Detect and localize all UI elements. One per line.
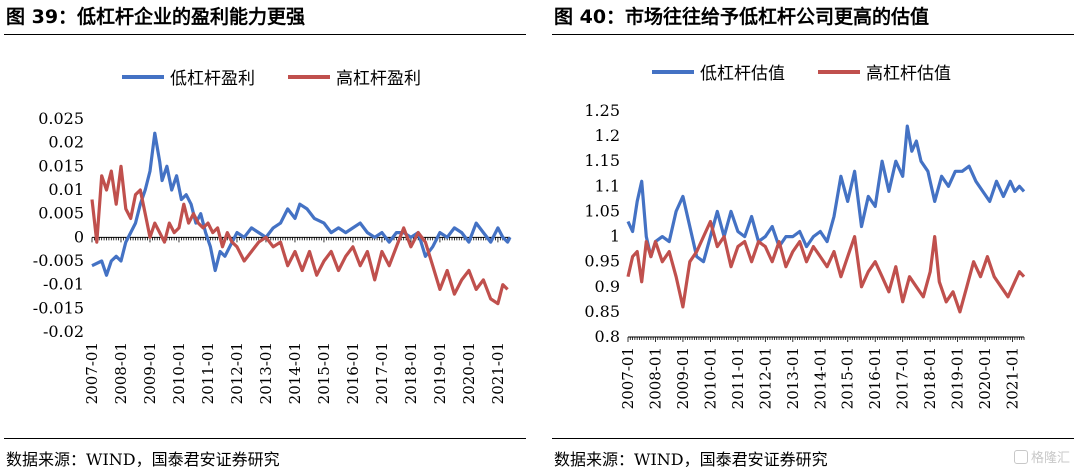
valuation-ytick-label: 0.8 — [595, 327, 620, 346]
profit-xtick-label: 2010-01 — [170, 342, 188, 404]
valuation-xtick-label: 2018-01 — [921, 347, 939, 409]
figure-40-title: 图 40：市场往往给予低杠杆公司更高的估值 — [554, 6, 930, 28]
profit-xtick-label: 2021-01 — [489, 342, 507, 404]
chart-valuation: 1.25 1.2 1.15 1.1 1.05 1 0.95 0.9 0.85 0.82007-01… — [584, 64, 1026, 409]
figure-40-header: 图 40：市场往往给予低杠杆公司更高的估值 — [552, 0, 1074, 35]
valuation-xtick-label: 2021-01 — [1004, 347, 1022, 409]
watermark: 格隆汇 — [1013, 447, 1070, 466]
valuation-xtick-label: 2011-01 — [729, 347, 747, 409]
profit-xtick-label: 2011-01 — [199, 342, 217, 404]
profit-xtick-label: 2017-01 — [373, 342, 391, 404]
valuation-ytick-label: 0.9 — [595, 277, 620, 296]
profit-xtick-label: 2008-01 — [112, 342, 130, 404]
valuation-xtick-label: 2012-01 — [756, 347, 774, 409]
watermark-logo-icon — [1013, 449, 1028, 464]
watermark-text: 格隆汇 — [1030, 451, 1070, 466]
valuation-series-low-leverage-line — [626, 124, 1026, 264]
chart-profitability: 0.025 0.02 0.015 0.01 0.005 0 -0.005 -0.01 -0.01… — [33, 69, 512, 404]
profit-legend-label: 低杠杆盈利 — [170, 69, 255, 89]
valuation-ytick-label: 1.05 — [584, 201, 620, 220]
valuation-ytick-label: 1 — [610, 227, 620, 246]
valuation-xtick-label: 2016-01 — [866, 347, 884, 409]
profit-xtick-label: 2019-01 — [431, 342, 449, 404]
profit-ytick-label: 0.01 — [48, 180, 84, 199]
profit-xtick-label: 2009-01 — [141, 342, 159, 404]
valuation-ytick-label: 1.1 — [595, 176, 620, 195]
profit-xtick-label: 2012-01 — [228, 342, 246, 404]
profit-ytick-label: -0.01 — [43, 275, 84, 294]
profit-ytick-label: 0.02 — [48, 133, 84, 152]
profit-xtick-label: 2014-01 — [286, 342, 304, 404]
valuation-xtick-label: 2015-01 — [839, 347, 857, 409]
valuation-ytick-label: 0.95 — [584, 252, 620, 271]
profit-xtick-label: 2018-01 — [402, 342, 420, 404]
profit-series-high-leverage-line — [90, 164, 509, 306]
figure-40-source: 数据来源：WIND，国泰君安证券研究 — [554, 450, 828, 469]
profit-ytick-label: 0.015 — [38, 156, 84, 175]
valuation-series-high-leverage-line — [626, 219, 1026, 314]
valuation-xtick-label: 2020-01 — [976, 347, 994, 409]
profit-xtick-label: 2016-01 — [344, 342, 362, 404]
valuation-legend-label: 低杠杆估值 — [700, 64, 785, 84]
valuation-xtick-label: 2014-01 — [811, 347, 829, 409]
profit-ytick-label: 0.025 — [38, 109, 84, 128]
valuation-xtick-label: 2010-01 — [701, 347, 719, 409]
figure-39-title: 图 39：低杠杆企业的盈利能力更强 — [6, 6, 306, 28]
profit-ytick-label: -0.015 — [33, 298, 84, 317]
profit-ytick-label: -0.02 — [43, 322, 84, 341]
valuation-xtick-label: 2008-01 — [646, 347, 664, 409]
valuation-xtick-label: 2007-01 — [619, 347, 637, 409]
profit-legend-label: 高杠杆盈利 — [336, 69, 421, 89]
valuation-xtick-label: 2013-01 — [784, 347, 802, 409]
valuation-xtick-label: 2019-01 — [949, 347, 967, 409]
profit-xtick-label: 2015-01 — [315, 342, 333, 404]
valuation-ytick-label: 0.85 — [584, 302, 620, 321]
profit-xtick-label: 2020-01 — [460, 342, 478, 404]
valuation-xtick-label: 2017-01 — [894, 347, 912, 409]
figure-39-footer: 数据来源：WIND，国泰君安证券研究 — [4, 438, 526, 473]
profit-xtick-label: 2013-01 — [257, 342, 275, 404]
profit-ytick-label: -0.005 — [33, 251, 84, 270]
profit-series-low-leverage-line — [91, 131, 512, 277]
profit-ytick-label: 0.005 — [38, 204, 84, 223]
valuation-ytick-label: 1.2 — [595, 126, 620, 145]
figure-40-footer: 数据来源：WIND，国泰君安证券研究 — [552, 438, 1074, 473]
valuation-legend-label: 高杠杆估值 — [866, 64, 951, 84]
figure-39-source: 数据来源：WIND，国泰君安证券研究 — [6, 450, 280, 469]
valuation-ytick-label: 1.15 — [584, 151, 620, 170]
valuation-xtick-label: 2009-01 — [674, 347, 692, 409]
profit-ytick-label: 0 — [74, 227, 84, 246]
figure-39-header: 图 39：低杠杆企业的盈利能力更强 — [4, 0, 526, 35]
profit-xtick-label: 2007-01 — [83, 342, 101, 404]
valuation-ytick-label: 1.25 — [584, 101, 620, 120]
